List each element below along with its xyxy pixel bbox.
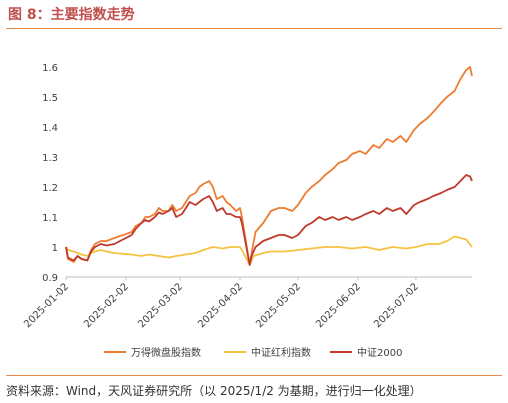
legend-label-2: 中证2000 (357, 346, 402, 359)
y-tick-label: 1.1 (42, 213, 58, 224)
series-line-1 (65, 235, 473, 266)
y-tick-label: 0.9 (42, 273, 58, 284)
title-divider (6, 28, 502, 29)
source-divider (6, 375, 502, 376)
x-tick-label: 2025-07-02 (372, 281, 421, 330)
y-axis: 1.6 1.5 1.4 1.3 1.2 1.1 1 0.9 (42, 63, 58, 284)
series-line-2 (65, 174, 473, 266)
legend-label-0: 万得微盘股指数 (131, 346, 201, 359)
y-tick-label: 1 (52, 243, 58, 254)
x-tick-label: 2025-04-02 (196, 281, 245, 330)
y-tick-label: 1.5 (42, 93, 58, 104)
x-tick-label: 2025-01-02 (22, 281, 71, 330)
y-tick-label: 1.3 (42, 153, 58, 164)
chart-legend: 万得微盘股指数 中证红利指数 中证2000 (104, 346, 402, 359)
line-chart: 1.6 1.5 1.4 1.3 1.2 1.1 1 0.9 2025-01-02 2025-02… (22, 63, 473, 359)
x-tick-label: 2025-06-02 (314, 281, 363, 330)
series-lines (65, 66, 473, 266)
x-tick-label: 2025-02-02 (82, 281, 131, 330)
y-tick-label: 1.2 (42, 183, 58, 194)
x-tick-label: 2025-03-02 (136, 281, 185, 330)
source-note: 资料来源：Wind，天风证券研究所（以 2025/1/2 为基期，进行归一化处理… (6, 384, 422, 398)
y-tick-label: 1.4 (42, 123, 58, 134)
x-axis: 2025-01-02 2025-02-02 2025-03-02 2025-04-02… (22, 277, 421, 330)
figure-title: 图 8：主要指数走势 (8, 7, 135, 23)
series-line-0 (65, 66, 473, 266)
y-tick-label: 1.6 (42, 63, 58, 74)
x-tick-label: 2025-05-02 (254, 281, 303, 330)
legend-label-1: 中证红利指数 (251, 346, 311, 359)
